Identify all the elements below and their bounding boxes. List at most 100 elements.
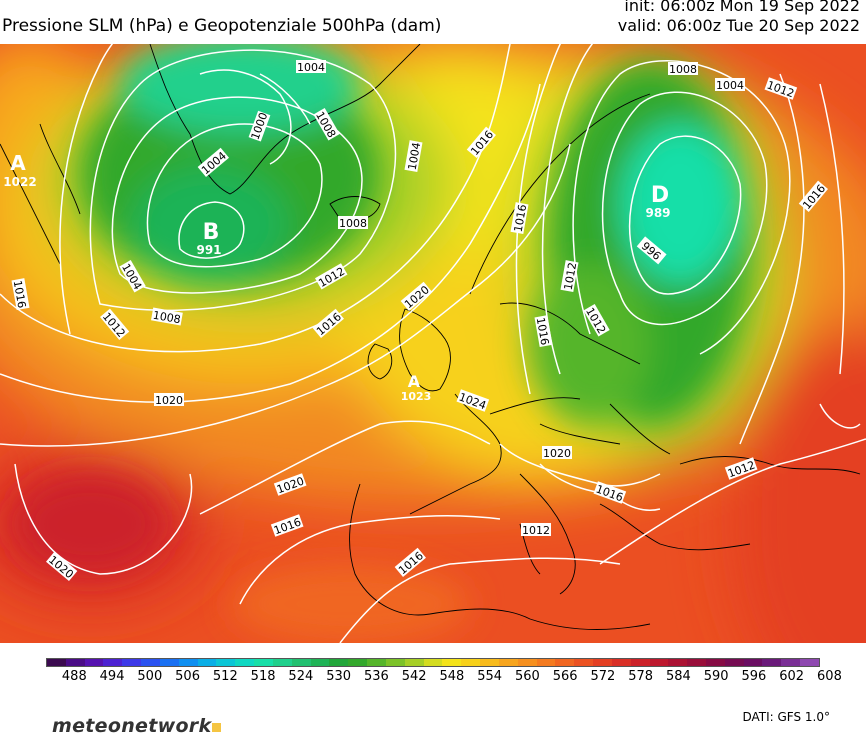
color-swatch	[122, 659, 142, 666]
svg-text:1020: 1020	[155, 394, 183, 407]
isobar-label: 1012	[560, 260, 579, 292]
isobar-label: 1008	[338, 216, 368, 230]
color-swatch	[611, 659, 631, 666]
scale-tick-label: 590	[703, 669, 729, 684]
color-swatch	[687, 659, 706, 666]
color-swatch	[781, 659, 801, 666]
svg-text:1023: 1023	[401, 390, 432, 403]
color-swatch	[235, 659, 255, 666]
scale-tick-label: 494	[99, 669, 125, 684]
isobar-label: 1004	[404, 140, 423, 172]
isobar-label: 1016	[11, 278, 30, 310]
scale-tick-label: 488	[61, 669, 87, 684]
svg-text:B: B	[203, 220, 220, 245]
svg-text:1016: 1016	[512, 203, 530, 233]
color-swatch	[461, 659, 481, 666]
coastlines	[0, 44, 861, 630]
init-time: init: 06:00z Mon 19 Sep 2022	[624, 0, 860, 15]
isobar-label: 1020	[154, 393, 184, 407]
color-swatch	[291, 659, 311, 666]
low-center: B 991	[196, 220, 221, 257]
isobars	[0, 44, 866, 643]
color-swatch	[141, 659, 160, 666]
isobar-label: 1020	[542, 446, 572, 460]
color-swatch	[272, 659, 292, 666]
color-swatch	[498, 659, 518, 666]
color-swatch	[404, 659, 424, 666]
color-swatch	[423, 659, 443, 666]
isobar-label: 1004	[296, 60, 326, 74]
svg-text:1008: 1008	[339, 217, 367, 230]
isobar-label: 1016	[510, 202, 529, 234]
scale-tick-label: 506	[175, 669, 200, 684]
svg-text:989: 989	[645, 206, 670, 220]
color-swatch	[705, 659, 725, 666]
data-source: DATI: GFS 1.0°	[742, 710, 830, 724]
isobar-label: 1008	[668, 62, 698, 76]
color-swatch	[254, 659, 273, 666]
color-swatch	[329, 659, 349, 666]
color-swatch	[593, 659, 612, 666]
scale-tick-label: 518	[250, 669, 276, 684]
color-swatch	[630, 659, 650, 666]
color-swatch	[216, 659, 236, 666]
scale-tick-label: 536	[363, 669, 389, 684]
scale-tick-label: 572	[590, 669, 616, 684]
color-swatch	[310, 659, 330, 666]
scale-tick-label: 512	[212, 669, 238, 684]
color-swatch	[517, 659, 537, 666]
scale-tick-label: 524	[288, 669, 314, 684]
color-swatch	[65, 659, 85, 666]
color-swatch	[84, 659, 104, 666]
svg-text:D: D	[651, 183, 669, 208]
pressure-centers: B 991 D 989 A 1022 A 1023	[3, 151, 670, 403]
weather-map: 1004 1000 1008 1004 1004 1008 1012 1016 …	[0, 44, 866, 643]
color-swatch	[480, 659, 499, 666]
svg-text:1008: 1008	[669, 63, 697, 76]
svg-text:1020: 1020	[543, 447, 571, 460]
svg-text:1004: 1004	[406, 141, 424, 171]
isobar-label: 1012	[521, 523, 551, 537]
low-center: D 989	[645, 183, 670, 220]
color-swatch	[762, 659, 782, 666]
high-center: A 1022	[3, 151, 36, 189]
svg-text:A: A	[10, 151, 26, 175]
scale-tick-label: 542	[401, 669, 427, 684]
color-swatch	[536, 659, 556, 666]
color-swatch	[555, 659, 575, 666]
run-info: init: 06:00z Mon 19 Sep 2022 valid: 06:0…	[618, 0, 860, 36]
geopotential-field	[0, 44, 866, 643]
color-swatch	[367, 659, 386, 666]
svg-text:1016: 1016	[534, 316, 552, 346]
color-swatch	[743, 659, 763, 666]
color-swatch	[178, 659, 198, 666]
scale-tick-label: 560	[514, 669, 540, 684]
svg-text:1012: 1012	[522, 524, 550, 537]
scale-tick-label: 608	[817, 669, 842, 684]
scale-tick-label: 596	[741, 669, 767, 684]
svg-text:1016: 1016	[11, 279, 29, 309]
color-scale-ticks: 488 494 500 506 512 518 524 530 536 542 548 554 560 5…	[46, 669, 842, 687]
color-scale-bar	[46, 658, 820, 667]
color-swatch	[668, 659, 688, 666]
scale-tick-label: 500	[137, 669, 163, 684]
scale-tick-label: 554	[477, 669, 503, 684]
svg-text:1012: 1012	[562, 261, 580, 291]
isobar-label: 1008	[151, 307, 183, 326]
color-swatch	[649, 659, 669, 666]
color-swatch	[103, 659, 123, 666]
valid-time: valid: 06:00z Tue 20 Sep 2022	[617, 16, 860, 35]
svg-text:1022: 1022	[3, 175, 36, 189]
color-swatch	[800, 659, 819, 666]
svg-text:A: A	[408, 372, 421, 391]
scale-tick-label: 530	[326, 669, 352, 684]
color-swatch	[197, 659, 217, 666]
svg-text:1008: 1008	[152, 309, 182, 327]
scale-tick-label: 578	[628, 669, 654, 684]
scale-tick-label: 584	[665, 669, 691, 684]
scale-tick-label: 548	[439, 669, 465, 684]
isobar-label: 1016	[534, 315, 553, 347]
isobar-label: 1004	[715, 78, 745, 92]
color-swatch	[47, 659, 66, 666]
scale-tick-label: 602	[779, 669, 805, 684]
